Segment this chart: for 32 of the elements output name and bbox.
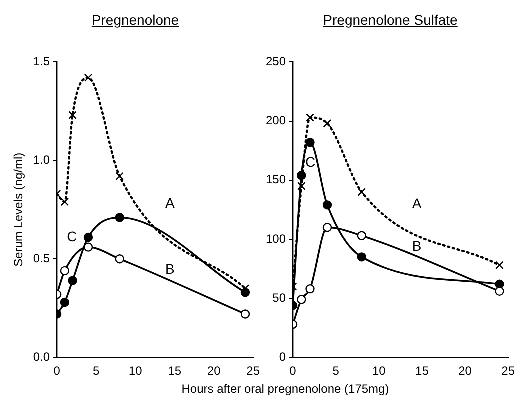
series-label: C [67, 228, 78, 245]
x-tick-label: 20 [207, 364, 222, 378]
x-axis-title: Hours after oral pregnenolone (175mg) [180, 382, 390, 396]
x-tick-label: 25 [246, 364, 260, 378]
y-axis-title: Serum Levels (ng/ml) [12, 152, 26, 267]
chart-title: Pregnenolone Sulfate [322, 11, 459, 30]
series-label: A [412, 195, 422, 212]
y-tick-label: 100 [266, 232, 286, 246]
y-tick-label: 1.5 [33, 54, 50, 69]
x-tick-label: 10 [372, 364, 386, 378]
x-tick-label: 0 [54, 364, 61, 378]
y-tick-label: 0.5 [33, 251, 50, 266]
y-tick-label: 150 [266, 172, 286, 187]
series-label: B [165, 261, 175, 278]
x-tick-label: 15 [168, 364, 182, 378]
x-tick-label: 10 [128, 364, 143, 378]
x-tick-label: 15 [416, 364, 430, 378]
x-tick-label: 5 [92, 364, 100, 378]
chart-title: Pregnenolone [90, 11, 180, 30]
y-tick-label: 200 [266, 114, 286, 128]
y-tick-label: 0 [279, 350, 286, 364]
x-tick-label: 5 [332, 364, 340, 378]
x-tick-label: 0 [290, 364, 297, 378]
y-tick-label: 0.0 [33, 350, 50, 364]
series-label: B [412, 238, 422, 254]
y-tick-label: 1.0 [33, 152, 50, 167]
x-tick-label: 20 [458, 364, 472, 378]
series-label: C [306, 154, 316, 170]
y-tick-label: 50 [272, 290, 286, 305]
series-label: A [165, 195, 176, 212]
y-tick-label: 250 [266, 54, 286, 69]
x-tick-label: 25 [502, 364, 516, 378]
